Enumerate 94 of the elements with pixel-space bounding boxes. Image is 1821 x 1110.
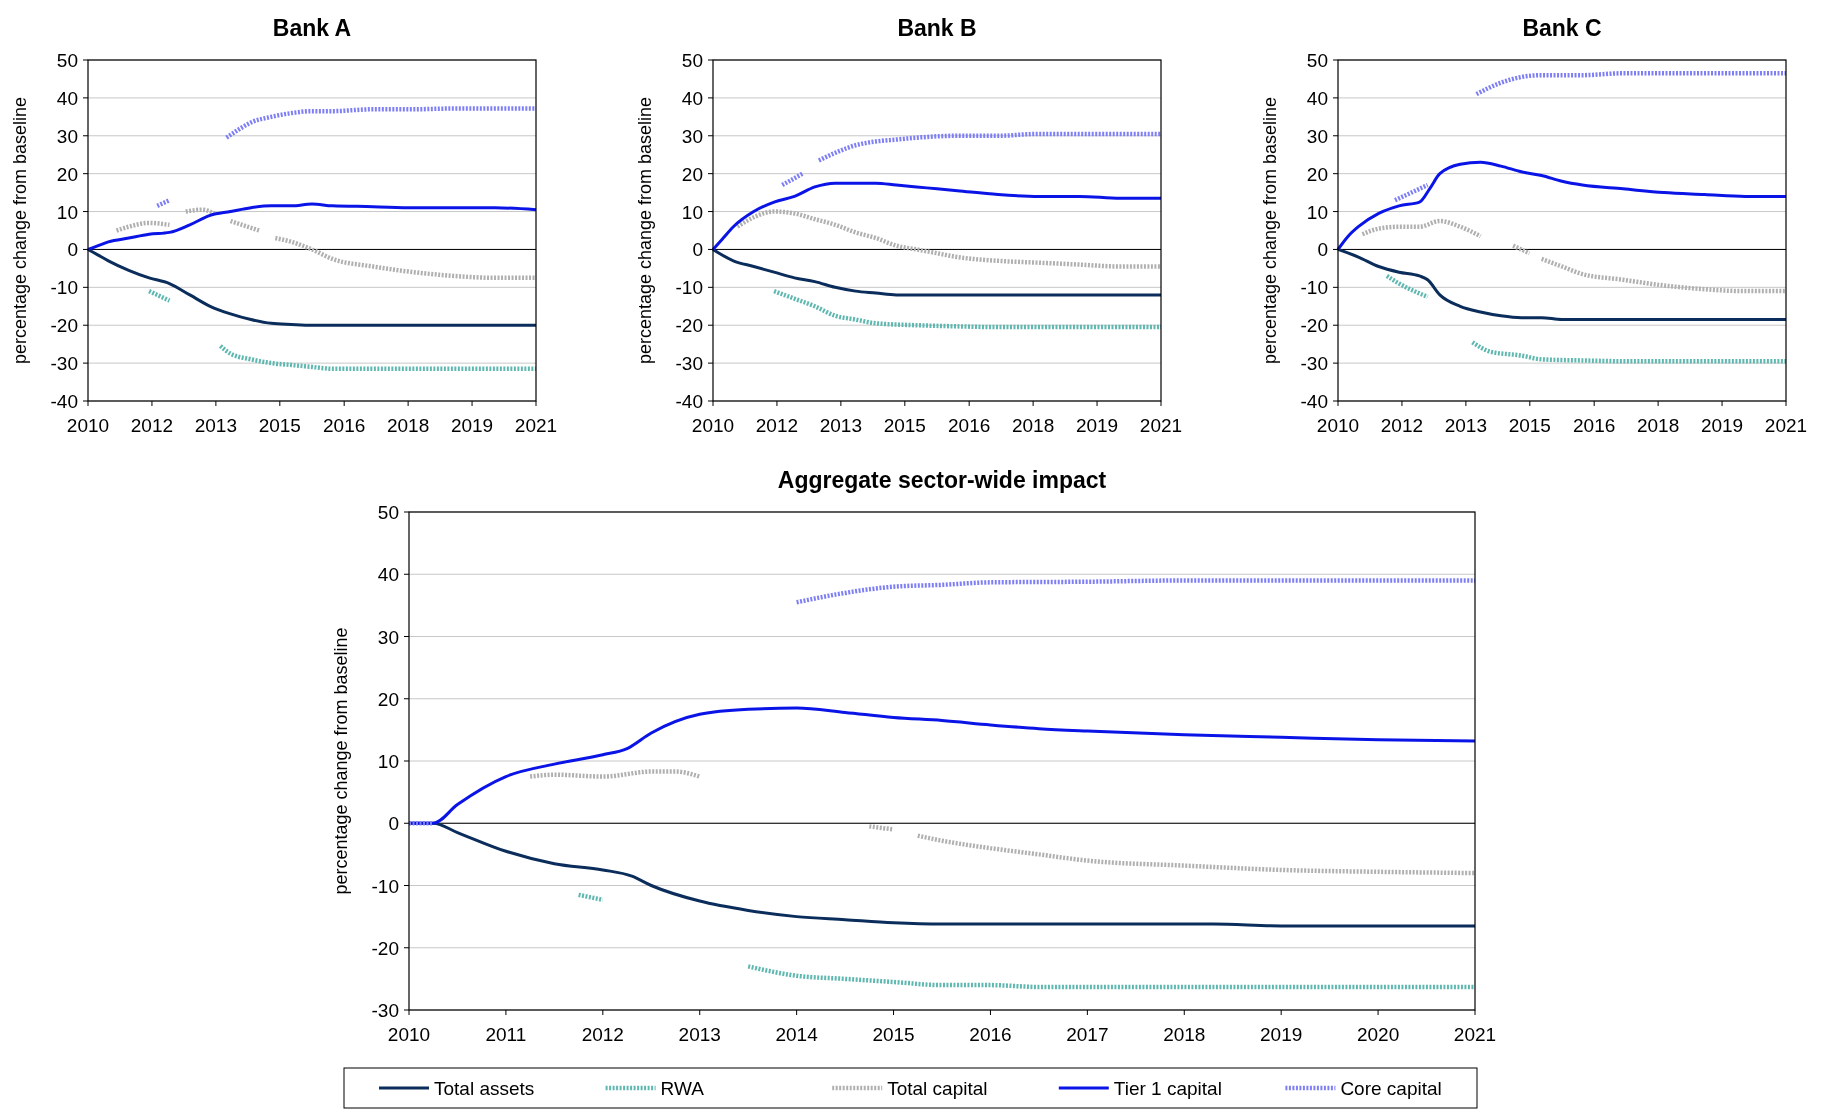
line-series: [86, 247, 538, 327]
x-tick-label: 2016: [969, 1024, 1012, 1045]
legend-label: RWA: [660, 1078, 705, 1099]
y-tick-label: 20: [681, 163, 703, 185]
y-tick-label: -40: [1300, 391, 1328, 412]
y-tick-label: 20: [1306, 163, 1328, 185]
y-tick-label: 30: [56, 125, 78, 147]
x-tick-label: 2017: [1066, 1024, 1109, 1045]
y-tick-label: 10: [1306, 201, 1328, 223]
y-tick-label: 50: [377, 502, 399, 523]
x-tick-label: 2020: [1356, 1024, 1400, 1045]
line-series: [711, 181, 1163, 251]
y-tick-label: 20: [56, 163, 78, 185]
x-tick-label: 2019: [1075, 415, 1119, 436]
x-tick-label: 2010: [66, 415, 110, 436]
legend-label: Total capital: [887, 1078, 988, 1099]
x-tick-label: 2015: [883, 415, 926, 436]
y-tick-label: 30: [1306, 125, 1328, 147]
x-tick-label: 2021: [1139, 415, 1183, 436]
x-tick-label: 2013: [194, 415, 238, 436]
line-series: [86, 202, 538, 251]
chart-title: Bank C: [1522, 15, 1602, 41]
x-tick-label: 2021: [1764, 415, 1808, 436]
y-tick-label: 10: [56, 201, 78, 223]
y-tick-label: -20: [1300, 315, 1328, 337]
line-series: [1336, 247, 1788, 322]
x-tick-label: 2012: [130, 415, 174, 436]
y-tick-label: 0: [67, 239, 78, 261]
x-tick-label: 2010: [691, 415, 735, 436]
y-axis-title: percentage change from baseline: [10, 96, 30, 365]
x-tick-label: 2021: [514, 415, 558, 436]
y-axis-title: percentage change from baseline: [1260, 96, 1280, 365]
y-tick-label: 50: [56, 50, 78, 71]
x-tick-label: 2019: [1260, 1024, 1303, 1045]
x-tick-label: 2012: [755, 415, 799, 436]
y-tick-label: -30: [371, 1000, 399, 1021]
y-tick-label: -20: [675, 315, 703, 337]
y-tick-label: -10: [50, 277, 78, 299]
y-tick-label: 0: [388, 813, 399, 835]
y-tick-label: 10: [681, 201, 703, 223]
x-tick-label: 2012: [581, 1024, 624, 1045]
legend-label: Tier 1 capital: [1113, 1078, 1222, 1099]
x-tick-label: 2019: [1700, 415, 1744, 436]
chart-title: Bank B: [897, 15, 977, 41]
y-tick-label: 40: [377, 564, 399, 586]
legend-label: Core capital: [1340, 1078, 1442, 1099]
y-tick-label: 0: [692, 239, 703, 261]
y-tick-label: 40: [1306, 87, 1328, 109]
x-tick-label: 2010: [387, 1024, 431, 1045]
x-tick-label: 2015: [1508, 415, 1551, 436]
chart-title: Bank A: [272, 15, 352, 41]
y-tick-label: -30: [675, 353, 703, 375]
y-tick-label: -20: [50, 315, 78, 337]
x-tick-label: 2013: [819, 415, 863, 436]
y-tick-label: -10: [1300, 277, 1328, 299]
x-tick-label: 2021: [1453, 1024, 1497, 1045]
x-tick-label: 2018: [386, 415, 430, 436]
x-tick-label: 2018: [1163, 1024, 1206, 1045]
y-tick-label: -10: [371, 875, 399, 897]
y-tick-label: -30: [50, 353, 78, 375]
y-tick-label: -40: [675, 391, 703, 412]
y-tick-label: -20: [371, 937, 399, 959]
x-tick-label: 2016: [323, 415, 366, 436]
line-series: [711, 247, 1163, 297]
x-tick-label: 2012: [1380, 415, 1424, 436]
x-tick-label: 2016: [948, 415, 991, 436]
y-tick-label: 0: [1317, 239, 1328, 261]
y-tick-label: 30: [681, 125, 703, 147]
chart-title: Aggregate sector-wide impact: [777, 467, 1107, 493]
y-tick-label: 10: [377, 751, 399, 772]
x-tick-label: 2019: [450, 415, 494, 436]
y-tick-label: 50: [1306, 50, 1328, 71]
x-tick-label: 2016: [1573, 415, 1616, 436]
x-tick-label: 2014: [775, 1024, 819, 1045]
x-tick-label: 2018: [1636, 415, 1680, 436]
x-tick-label: 2011: [485, 1024, 527, 1045]
y-tick-label: 40: [681, 87, 703, 109]
x-tick-label: 2013: [1444, 415, 1488, 436]
line-series: [1336, 160, 1788, 251]
x-tick-label: 2013: [678, 1024, 721, 1045]
y-axis-title: percentage change from baseline: [635, 96, 655, 365]
y-tick-label: 30: [377, 626, 399, 648]
y-tick-label: 40: [56, 87, 78, 109]
legend-label: Total assets: [434, 1078, 535, 1099]
y-tick-label: -30: [1300, 353, 1328, 375]
x-tick-label: 2010: [1316, 415, 1360, 436]
y-axis-title: percentage change from baseline: [331, 627, 351, 895]
y-tick-label: 50: [681, 50, 703, 71]
x-tick-label: 2018: [1011, 415, 1055, 436]
y-tick-label: -10: [675, 277, 703, 299]
x-tick-label: 2015: [258, 415, 301, 436]
y-tick-label: -40: [50, 391, 78, 412]
y-tick-label: 20: [377, 688, 399, 710]
x-tick-label: 2015: [872, 1024, 915, 1045]
